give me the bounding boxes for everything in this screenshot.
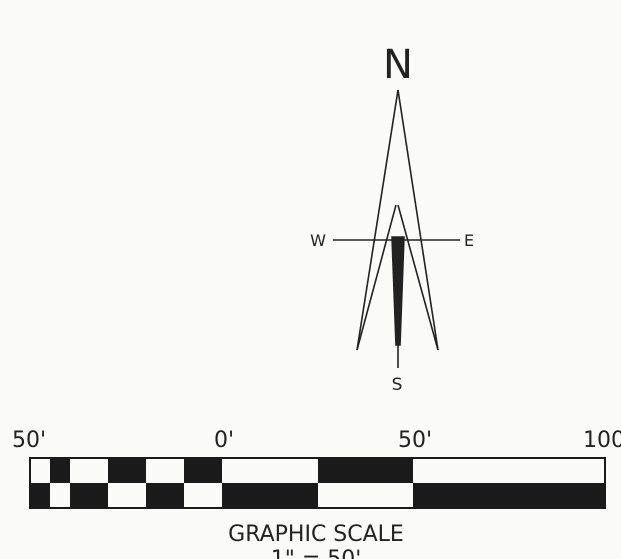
arrow-outline: [356, 204, 397, 351]
arrow-center: [391, 236, 405, 346]
scale-segment: [108, 458, 146, 483]
scale-label: 0': [214, 428, 234, 453]
arrow-outline: [356, 89, 399, 351]
east-label: E: [464, 231, 474, 250]
scale-segment: [318, 458, 413, 483]
scale-outline: [29, 457, 606, 509]
scale-label: 100': [583, 428, 621, 453]
scale-segment: [50, 458, 70, 483]
south-label: S: [392, 375, 403, 395]
scale-label: 50': [398, 428, 432, 453]
scale-segment: [222, 483, 318, 508]
north-label: N: [383, 42, 413, 88]
arrow-outline: [397, 204, 439, 351]
north-arrow: [333, 89, 460, 368]
scale-segment: [413, 483, 605, 508]
scale-title: GRAPHIC SCALE: [228, 522, 404, 547]
scale-segment: [146, 483, 184, 508]
scale-ratio: 1" = 50': [271, 547, 362, 559]
scale-bar: [29, 457, 606, 509]
scale-label: 50': [12, 428, 46, 453]
west-label: W: [310, 231, 326, 250]
arrow-outline: [397, 89, 439, 351]
scale-segment: [70, 483, 108, 508]
scale-segment: [184, 458, 222, 483]
scale-segment: [30, 483, 50, 508]
